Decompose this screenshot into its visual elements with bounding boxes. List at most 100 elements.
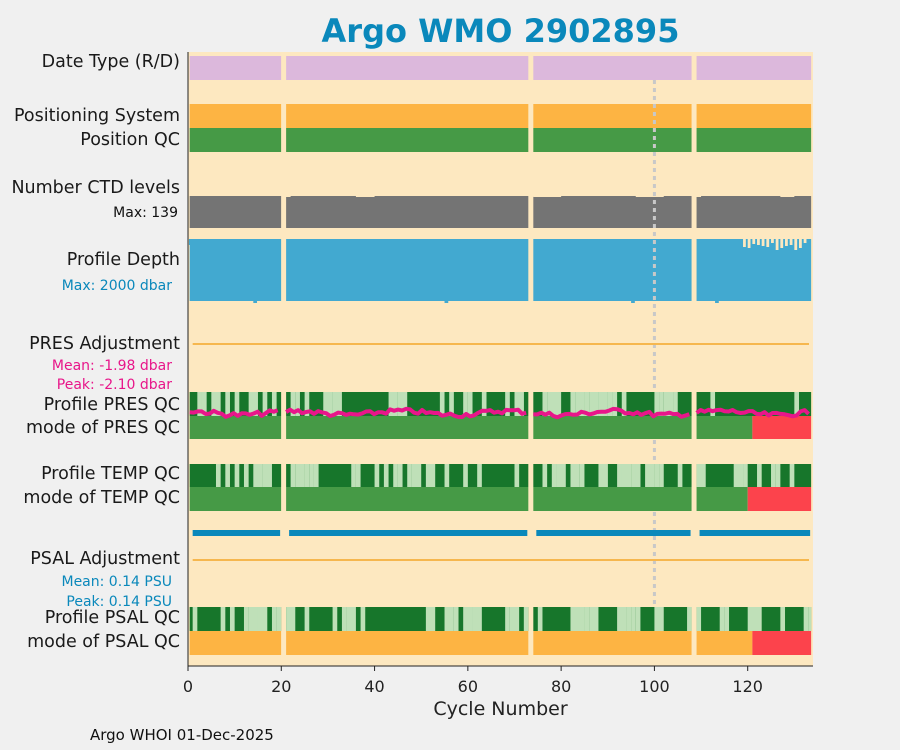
mode-pres-qc-seg-2 — [533, 416, 692, 439]
pres-adjustment-curve-seg-2 — [533, 406, 691, 420]
row-label-pres-adjustment: PRES Adjustment — [29, 334, 180, 354]
footer-credit: Argo WHOI 01-Dec-2025 — [90, 726, 274, 744]
profile-pres-qc-light-90 — [607, 392, 613, 416]
date-type-bar-seg-1 — [286, 56, 529, 80]
profile-pres-qc-light-18 — [271, 392, 277, 416]
psal-adjustment-band-seg-0 — [192, 530, 281, 536]
profile-temp-qc-light-117 — [733, 464, 744, 487]
position-qc-bar-seg-1 — [286, 128, 529, 152]
profile-temp-qc-light-96 — [635, 464, 641, 487]
profile-temp-qc-light-84 — [579, 464, 585, 487]
profile-psal-qc-light-109 — [696, 607, 702, 631]
profile-pres-qc-light-3 — [201, 392, 207, 416]
profile-psal-qc-light-96 — [635, 607, 641, 631]
row-label-ctd-levels: Number CTD levels — [11, 178, 180, 198]
profile-temp-qc-light-109 — [696, 464, 706, 487]
profile-psal-qc-light-61 — [472, 607, 482, 631]
profile-pres-qc-light-31 — [332, 392, 342, 416]
profile-depth-shallow-123 — [761, 239, 765, 246]
mode-temp-qc-seg-1 — [286, 487, 529, 511]
profile-depth-shallow-131 — [799, 239, 802, 248]
profile-temp-qc-light-27 — [313, 464, 319, 487]
profile-pres-qc-light-16 — [262, 392, 268, 416]
profile-psal-qc-light-33 — [341, 607, 347, 631]
row-label-profile-temp-qc: Profile TEMP QC — [41, 464, 180, 484]
mode-temp-qc-seg-3 — [696, 487, 748, 511]
row-label-profile-depth: Profile Depth — [66, 250, 180, 270]
profile-temp-qc-seg-1 — [286, 464, 529, 487]
profile-pres-qc-light-68 — [505, 392, 510, 416]
profile-temp-qc-light-119 — [743, 464, 748, 487]
profile-temp-qc-light-122 — [757, 464, 762, 487]
profile-psal-qc-light-132 — [803, 607, 809, 631]
profile-temp-qc-light-10 — [234, 464, 240, 487]
profile-depth-shallow-130 — [794, 239, 798, 250]
pres-peak-annotation: Peak: -2.10 dbar — [56, 377, 172, 393]
profile-temp-qc-light-16 — [262, 464, 272, 487]
profile-temp-qc-light-82 — [570, 464, 580, 487]
profile-pres-qc-light-56 — [449, 392, 454, 416]
profile-temp-qc-light-125 — [771, 464, 776, 487]
mode-psal-qc-seg-0 — [189, 631, 282, 655]
profile-pres-qc-light-54 — [439, 392, 445, 416]
profile-psal-qc-seg-2 — [533, 607, 692, 631]
x-tick-label-60: 60 — [458, 677, 478, 696]
profile-temp-qc-light-59 — [463, 464, 468, 487]
profile-depth-deep-1 — [444, 300, 449, 303]
x-tick-label-40: 40 — [364, 677, 384, 696]
profile-pres-qc-light-60 — [467, 392, 473, 416]
mode-pres-qc-seg-1 — [286, 416, 529, 439]
profile-psal-qc-light-57 — [453, 607, 459, 631]
position-qc-bar-seg-2 — [533, 128, 692, 152]
row-label-position-qc: Position QC — [80, 130, 180, 150]
profile-temp-qc-light-100 — [654, 464, 660, 487]
profile-pres-qc-light-101 — [659, 392, 664, 416]
ctd-levels-dip-1 — [355, 194, 375, 197]
row-label-profile-pres-qc: Profile PRES QC — [43, 395, 180, 415]
psal-adjustment-band-seg-1 — [289, 530, 528, 536]
profile-depth-seg-2 — [533, 239, 692, 301]
positioning-bar-seg-2 — [533, 104, 692, 128]
row-label-profile-psal-qc: Profile PSAL QC — [44, 608, 180, 628]
profile-temp-qc-light-48 — [411, 464, 422, 487]
profile-psal-qc-light-114 — [719, 607, 725, 631]
psal-mean-annotation: Mean: 0.14 PSU — [61, 574, 172, 590]
profile-depth-deep-3 — [715, 300, 719, 303]
profile-temp-qc-light-15 — [257, 464, 263, 487]
profile-depth-shallow-125 — [771, 239, 774, 243]
profile-temp-qc-light-47 — [407, 464, 412, 487]
profile-depth-shallow-129 — [789, 239, 793, 245]
profile-psal-qc-light-34 — [346, 607, 356, 631]
profile-temp-qc-light-55 — [444, 464, 450, 487]
profile-depth-shallow-121 — [752, 239, 756, 244]
ctd-levels-seg-1 — [286, 196, 529, 228]
pres-adjustment-curve-seg-0 — [189, 408, 279, 419]
psal-peak-annotation: Peak: 0.14 PSU — [66, 594, 172, 610]
profile-psal-qc-light-7 — [220, 607, 226, 631]
profile-depth-first-cycle — [188, 239, 193, 245]
x-tick-label-0: 0 — [183, 677, 193, 696]
psal-adjustment-band-seg-2 — [536, 530, 691, 536]
profile-psal-qc-light-107 — [687, 607, 692, 631]
profile-psal-qc-light-18 — [271, 607, 277, 631]
profile-psal-qc-light-9 — [229, 607, 235, 631]
row-label-mode-psal-qc: mode of PSAL QC — [27, 632, 180, 652]
profile-temp-qc-light-42 — [383, 464, 389, 487]
profile-pres-qc-light-45 — [397, 392, 408, 416]
date-type-bar-seg-3 — [696, 56, 812, 80]
profile-pres-qc-light-103 — [668, 392, 674, 416]
profile-psal-qc-light-31 — [332, 607, 338, 631]
profile-pres-qc-light-10 — [234, 392, 240, 416]
profile-psal-qc-light-37 — [360, 607, 366, 631]
profile-psal-qc-light-72 — [523, 607, 529, 631]
profile-psal-qc-light-51 — [425, 607, 436, 631]
ctd-levels-first-cycle — [192, 218, 195, 228]
profile-depth-deep-2 — [631, 300, 635, 303]
profile-depth-shallow-122 — [757, 239, 760, 245]
profile-pres-qc-light-59 — [463, 392, 468, 416]
profile-pres-qc-light-93 — [621, 392, 627, 416]
profile-depth-seg-3 — [696, 239, 812, 301]
ctd-levels-dip-3 — [635, 194, 664, 197]
profile-psal-qc-light-83 — [575, 607, 585, 631]
profile-psal-qc-light-21 — [286, 607, 296, 631]
